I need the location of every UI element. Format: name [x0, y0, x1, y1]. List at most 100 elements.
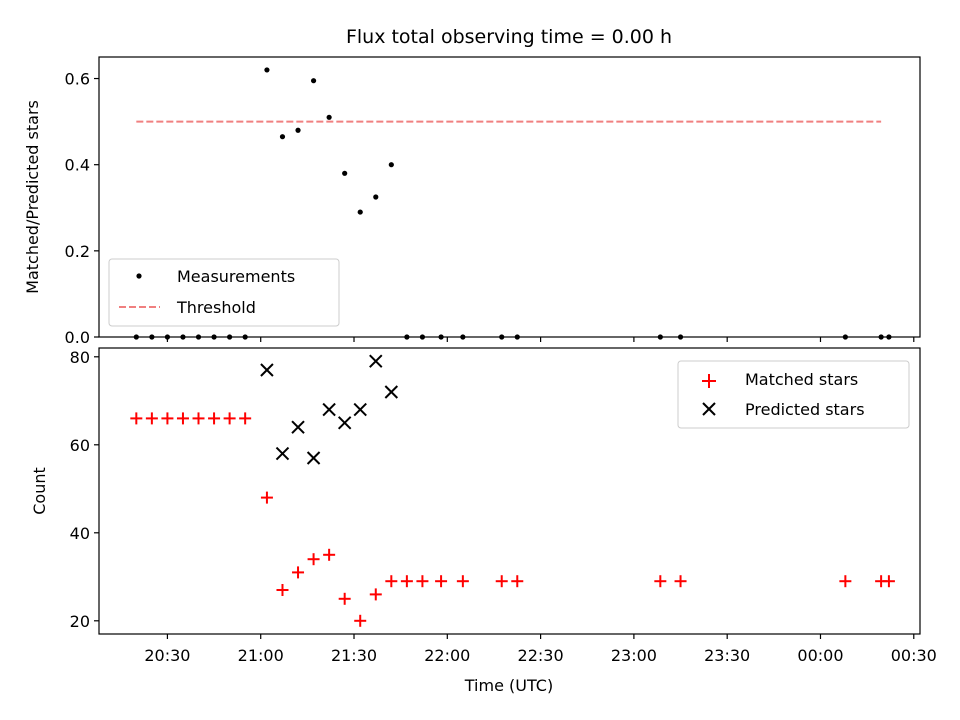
legend-predicted-label: Predicted stars: [745, 400, 865, 419]
ratio-x-ticks: [166, 337, 915, 342]
matched-star-point: [511, 575, 524, 588]
predicted-star-stroke-b: [337, 416, 352, 430]
matched-star-point: [674, 575, 687, 588]
x-tick-label: 22:00: [424, 646, 470, 665]
matched-star-point: [192, 412, 205, 425]
measurement-point: [211, 334, 217, 340]
matched-star-point: [292, 566, 305, 579]
y-tick-label: 40: [70, 524, 90, 543]
measurement-point: [195, 334, 202, 340]
measurement-point: [677, 334, 684, 340]
y-tick-label: 0.4: [65, 156, 90, 175]
measurement-point: [460, 334, 466, 340]
measurement-point: [842, 334, 848, 340]
measurement-point: [310, 78, 317, 84]
predicted-star-point: [275, 446, 290, 461]
measurement-point: [242, 334, 248, 340]
matched-star-point: [223, 412, 236, 425]
ratio-y-axis-label: Matched/Predicted stars: [23, 100, 42, 294]
x-tick-label: 21:30: [331, 646, 377, 665]
predicted-star-stroke-b: [369, 354, 383, 368]
measurement-point: [419, 334, 426, 340]
measurement-point: [878, 334, 884, 340]
ratio-legend: Measurements Threshold: [108, 258, 340, 327]
measurement-point: [227, 334, 233, 340]
y-tick-label: 20: [70, 612, 90, 631]
x-tick-label: 23:30: [704, 646, 750, 665]
measurement-point: [180, 334, 186, 340]
matched-star-point: [354, 614, 367, 627]
measurement-point: [499, 334, 505, 340]
predicted-star-stroke-b: [275, 446, 290, 461]
predicted-star-point: [369, 354, 383, 368]
count-legend-box: [677, 360, 910, 429]
matched-star-point: [145, 412, 158, 425]
matched-star-point: [276, 584, 289, 596]
count-y-axis-label: Count: [30, 467, 49, 515]
x-tick-label: 22:30: [518, 646, 564, 665]
measurement-point: [438, 334, 444, 340]
predicted-star-stroke-b: [260, 363, 274, 377]
measurement-point: [357, 209, 363, 215]
predicted-star-stroke-b: [384, 385, 399, 399]
y-tick-label: 60: [70, 436, 90, 455]
matched-star-point: [260, 491, 273, 504]
count-x-axis: 20:30 21:00 21:30 22:00 22:30 23:00 23:30 00:00…: [144, 634, 937, 665]
legend-matched-marker: [702, 374, 716, 388]
measurement-point: [279, 134, 286, 140]
measurement-point: [133, 334, 139, 340]
count-y-axis: 20 40 60 80: [70, 348, 99, 631]
x-tick-label: 00:30: [891, 646, 937, 665]
matched-star-point: [385, 575, 398, 588]
legend-matched-label: Matched stars: [745, 370, 858, 389]
matched-star-point: [654, 575, 667, 588]
predicted-star-stroke-b: [306, 451, 321, 465]
legend-predicted-marker: [702, 402, 716, 416]
predicted-star-point: [322, 402, 336, 417]
matched-star-point: [161, 412, 174, 425]
matched-star-point: [456, 575, 469, 588]
measurement-point: [388, 162, 394, 168]
matched-star-point: [416, 575, 429, 588]
predicted-star-stroke-b: [291, 420, 305, 434]
x-tick-label: 00:00: [797, 646, 843, 665]
x-tick-label: 21:00: [238, 646, 284, 665]
y-tick-label: 0.0: [65, 328, 90, 347]
predicted-star-point: [337, 416, 352, 430]
matched-star-point: [176, 412, 189, 425]
matched-star-point: [839, 575, 852, 588]
matched-star-point: [338, 592, 351, 605]
measurement-point: [342, 170, 348, 176]
matched-star-point: [435, 575, 448, 588]
x-tick-label: 23:00: [611, 646, 657, 665]
count-legend: Matched stars Predicted stars: [677, 360, 910, 429]
matched-star-point: [130, 412, 143, 425]
predicted-star-point: [291, 420, 305, 434]
predicted-star-point: [260, 363, 274, 377]
matched-star-point: [323, 548, 336, 561]
y-tick-label: 0.2: [65, 242, 90, 261]
ratio-panel-frame: [98, 56, 921, 338]
count-series-layer: [130, 354, 895, 627]
legend-measurements-marker: [136, 273, 142, 279]
measurement-point: [373, 194, 379, 200]
measurement-point: [514, 334, 520, 340]
chart-title: Flux total observing time = 0.00 h: [346, 26, 672, 48]
measurement-point: [886, 334, 892, 340]
x-axis-label: Time (UTC): [464, 676, 553, 695]
matched-star-point: [495, 575, 508, 588]
predicted-star-point: [384, 385, 399, 399]
count-panel-frame: [98, 347, 921, 635]
predicted-star-point: [353, 402, 367, 417]
y-tick-label: 80: [70, 348, 90, 367]
matched-star-point: [239, 412, 252, 425]
matched-star-point: [369, 588, 382, 601]
measurement-point: [404, 334, 410, 340]
measurement-point: [149, 334, 155, 340]
matched-star-point: [882, 575, 895, 588]
matched-star-point: [400, 575, 413, 588]
ratio-legend-box: [108, 258, 340, 327]
x-tick-label: 20:30: [144, 646, 190, 665]
